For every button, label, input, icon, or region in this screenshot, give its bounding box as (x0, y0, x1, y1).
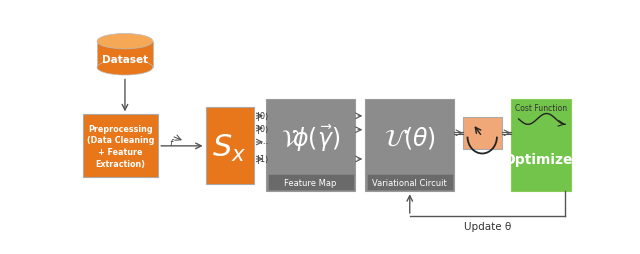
Bar (83, 115, 158, 178)
Text: Dataset: Dataset (102, 55, 148, 65)
Ellipse shape (97, 60, 153, 76)
Text: $S_x$: $S_x$ (212, 132, 246, 163)
Text: |1⟩: |1⟩ (257, 155, 268, 164)
Text: ⋯: ⋯ (260, 138, 268, 147)
Bar (266, 100, 355, 192)
Text: $\mathcal{U}(\theta)$: $\mathcal{U}(\theta)$ (384, 125, 436, 151)
Bar (511, 100, 572, 192)
Text: Update θ: Update θ (464, 221, 511, 231)
Bar (367, 175, 452, 190)
Text: Feature Map: Feature Map (284, 178, 337, 187)
Bar (463, 117, 502, 149)
Text: Cost Function: Cost Function (515, 103, 567, 113)
Text: f: f (170, 139, 173, 148)
Bar (97, 42, 153, 68)
Bar (365, 100, 454, 192)
Text: |0⟩: |0⟩ (257, 112, 268, 121)
Text: |0⟩: |0⟩ (257, 124, 268, 133)
Ellipse shape (97, 34, 153, 50)
Text: Optimizer: Optimizer (503, 152, 579, 166)
Text: $\mathcal{V}\!\phi(\vec{\gamma})$: $\mathcal{V}\!\phi(\vec{\gamma})$ (281, 122, 340, 153)
Text: Variational Circuit: Variational Circuit (372, 178, 447, 187)
Bar (205, 107, 253, 184)
Bar (268, 175, 353, 190)
Text: Preprocessing
(Data Cleaning
+ Feature
Extraction): Preprocessing (Data Cleaning + Feature E… (87, 124, 154, 168)
